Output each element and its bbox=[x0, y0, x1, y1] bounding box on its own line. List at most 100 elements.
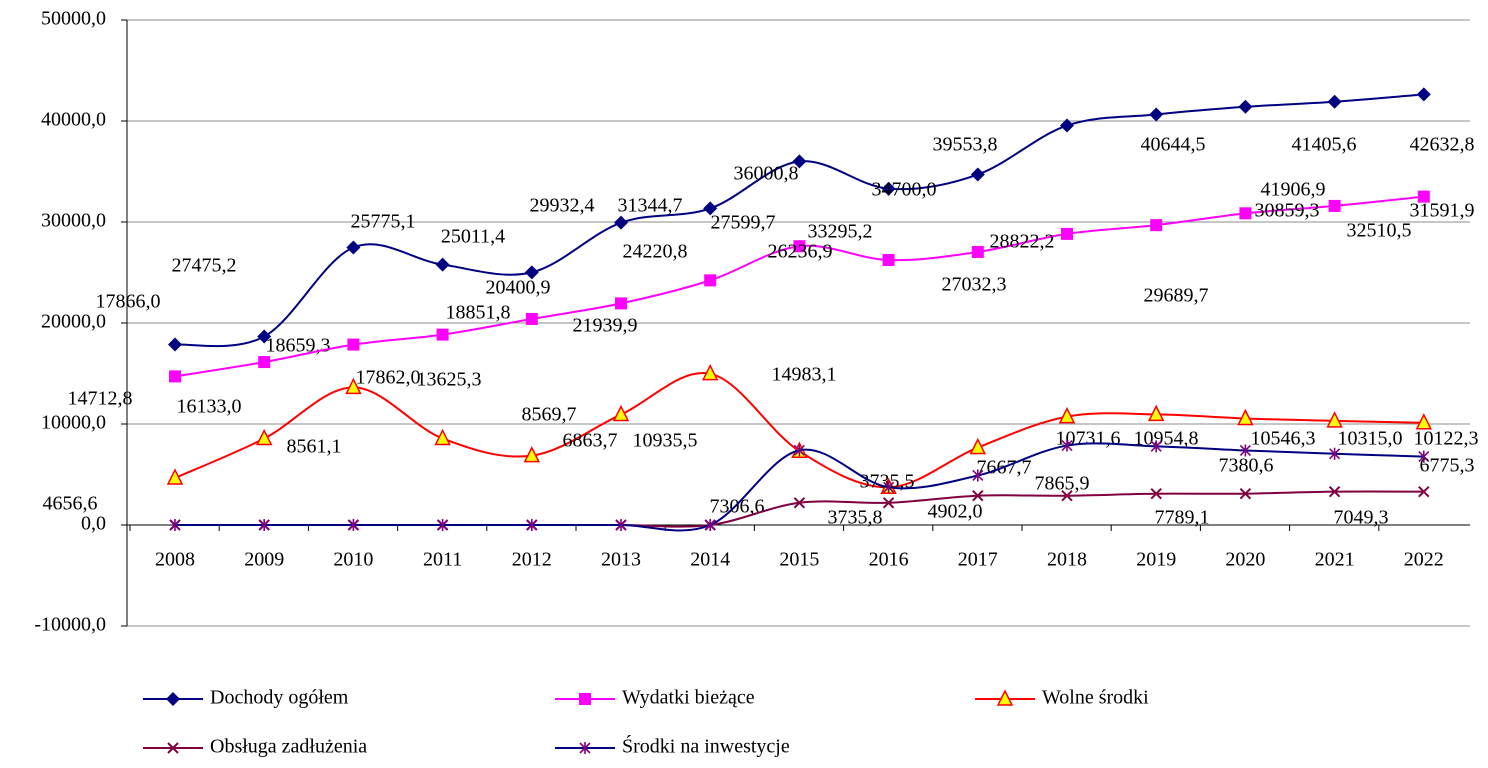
point bbox=[972, 469, 984, 482]
point bbox=[255, 428, 273, 446]
point bbox=[258, 519, 270, 531]
point bbox=[1147, 404, 1165, 422]
data-label: 3735,8 bbox=[828, 507, 883, 529]
data-label: 25011,4 bbox=[441, 226, 505, 248]
legend-label: Wydatki bieżące bbox=[622, 687, 755, 709]
x-tick-label: 2012 bbox=[512, 549, 552, 571]
point bbox=[793, 240, 806, 253]
data-label: 27475,2 bbox=[172, 255, 237, 277]
data-label: 10954,8 bbox=[1134, 428, 1199, 450]
point bbox=[1060, 118, 1074, 133]
data-label: 4656,6 bbox=[43, 493, 98, 515]
data-label: 18851,8 bbox=[446, 302, 511, 324]
point bbox=[169, 370, 181, 383]
x-tick-label: 2021 bbox=[1315, 549, 1355, 571]
point bbox=[1416, 87, 1431, 102]
point bbox=[882, 497, 895, 509]
point bbox=[1239, 487, 1252, 500]
data-label: 16133,0 bbox=[177, 396, 242, 418]
point bbox=[347, 338, 360, 351]
data-label: 27032,3 bbox=[942, 274, 1007, 296]
data-label: 7789,1 bbox=[1155, 507, 1210, 529]
point bbox=[168, 337, 182, 352]
data-label: 6863,7 bbox=[563, 430, 618, 452]
data-label: 29932,4 bbox=[530, 195, 595, 217]
point bbox=[1415, 413, 1433, 430]
y-tick-label: 40000,0 bbox=[41, 109, 106, 131]
data-label: 14983,1 bbox=[772, 364, 837, 386]
x-tick-label: 2013 bbox=[601, 549, 641, 571]
point bbox=[615, 297, 627, 310]
point bbox=[1328, 199, 1341, 212]
point bbox=[1327, 94, 1342, 109]
legend-label: Dochody ogółem bbox=[210, 687, 349, 709]
series-line bbox=[175, 490, 1424, 528]
point bbox=[1239, 444, 1251, 457]
data-label: 41906,9 bbox=[1261, 179, 1326, 201]
x-tick-label: 2008 bbox=[155, 549, 195, 571]
data-label: 41405,6 bbox=[1292, 134, 1357, 156]
point bbox=[257, 329, 272, 344]
legend-marker bbox=[996, 689, 1014, 706]
data-label: 8561,1 bbox=[287, 436, 342, 458]
data-label: 39553,8 bbox=[933, 134, 998, 156]
point bbox=[1417, 190, 1430, 203]
point bbox=[258, 356, 271, 369]
data-label: 36000,8 bbox=[734, 163, 799, 185]
point bbox=[345, 377, 362, 395]
data-label: 30859,3 bbox=[1255, 200, 1320, 222]
legend-marker bbox=[167, 742, 179, 754]
data-label: 20400,9 bbox=[486, 277, 551, 299]
x-tick-label: 2015 bbox=[779, 549, 819, 571]
point bbox=[971, 245, 984, 258]
y-tick-label: 0,0 bbox=[81, 513, 106, 535]
x-tick-label: 2018 bbox=[1047, 549, 1087, 571]
data-label: 32510,5 bbox=[1347, 220, 1412, 242]
point bbox=[1418, 450, 1430, 463]
point bbox=[1058, 406, 1076, 424]
data-label: 6775,3 bbox=[1420, 455, 1475, 477]
data-label: 7306,6 bbox=[710, 496, 765, 518]
data-label: 8569,7 bbox=[522, 404, 577, 426]
data-label: 25775,1 bbox=[351, 211, 416, 233]
point bbox=[882, 254, 895, 267]
point bbox=[1326, 411, 1343, 428]
data-label: 31344,7 bbox=[618, 195, 683, 217]
data-label: 34700,0 bbox=[872, 179, 937, 201]
data-label: 7049,3 bbox=[1334, 507, 1389, 529]
point bbox=[1329, 447, 1341, 460]
legend-label: Obsługa zadłużenia bbox=[210, 736, 367, 758]
x-tick-label: 2014 bbox=[690, 549, 730, 571]
legend-label: Środki na inwestycje bbox=[622, 734, 790, 758]
point bbox=[525, 312, 538, 325]
data-label: 27599,7 bbox=[711, 212, 776, 234]
legend-label: Wolne środki bbox=[1042, 687, 1149, 709]
x-tick-label: 2016 bbox=[869, 549, 909, 571]
point bbox=[704, 274, 717, 287]
data-label: 24220,8 bbox=[623, 241, 688, 263]
data-label: 17862,0 bbox=[356, 367, 421, 389]
point bbox=[1150, 440, 1162, 453]
series-line bbox=[174, 371, 1424, 489]
data-label: 18659,3 bbox=[266, 335, 331, 357]
point bbox=[1238, 99, 1253, 114]
legend-marker bbox=[166, 692, 180, 706]
point bbox=[1061, 227, 1073, 240]
x-tick-label: 2022 bbox=[1404, 549, 1444, 571]
x-tick-label: 2009 bbox=[244, 549, 284, 571]
point bbox=[1149, 107, 1164, 122]
point bbox=[1237, 408, 1254, 426]
data-label: 10935,5 bbox=[633, 430, 698, 452]
data-label: 29689,7 bbox=[1144, 285, 1209, 307]
point bbox=[1061, 439, 1073, 452]
point bbox=[615, 519, 627, 531]
point bbox=[346, 240, 361, 255]
y-tick-label: 30000,0 bbox=[41, 210, 106, 232]
point bbox=[169, 519, 181, 531]
data-label: 3735,5 bbox=[860, 471, 915, 493]
y-tick-label: -10000,0 bbox=[34, 614, 106, 636]
point bbox=[612, 404, 630, 422]
data-label: 4902,0 bbox=[928, 501, 983, 523]
point bbox=[166, 468, 184, 485]
point bbox=[523, 445, 541, 463]
